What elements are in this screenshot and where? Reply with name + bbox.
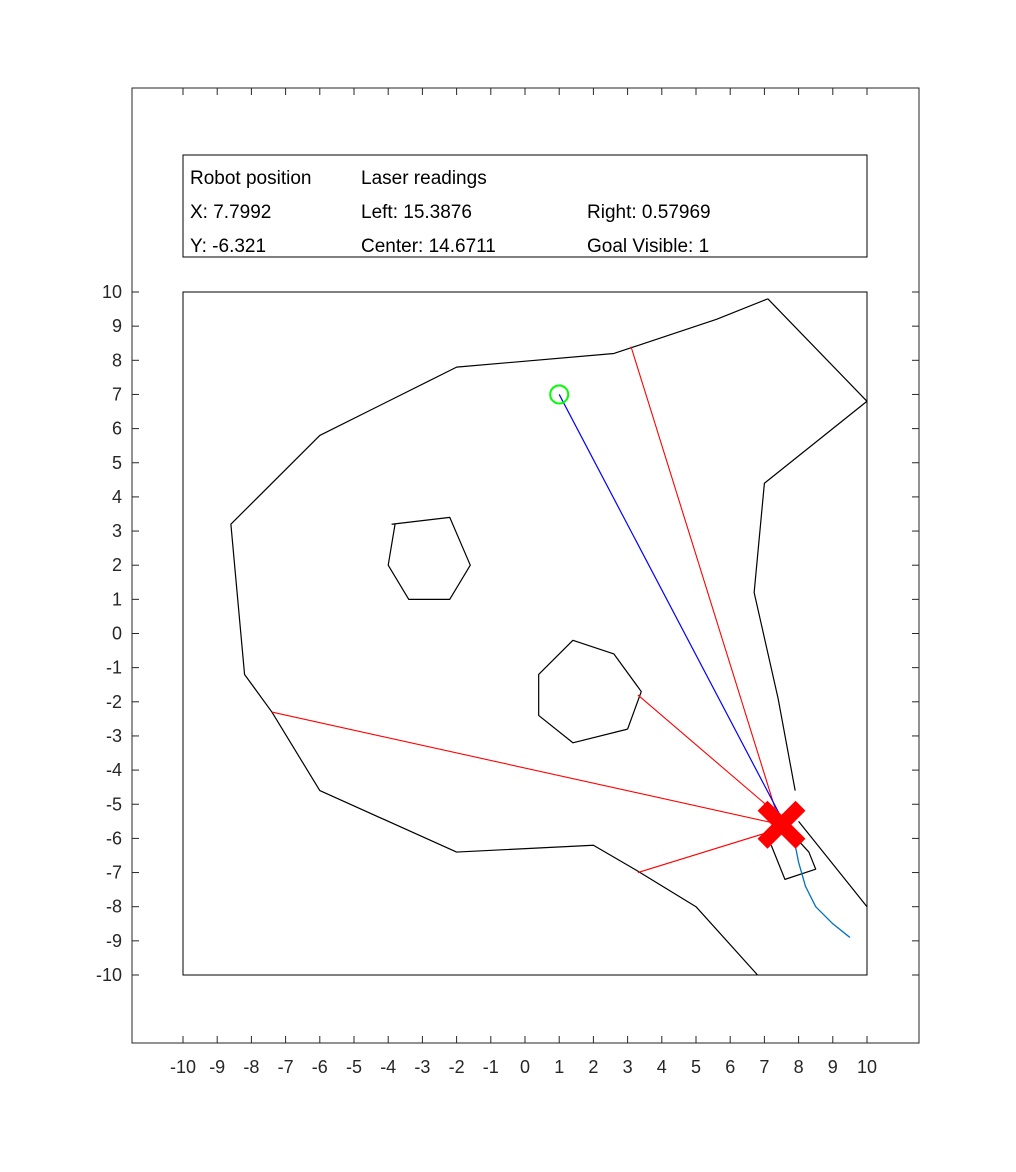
x-tick-label: 8 — [794, 1057, 804, 1077]
x-tick-label: 6 — [725, 1057, 735, 1077]
y-tick-label: -6 — [106, 828, 122, 848]
obstacle-2 — [538, 639, 642, 744]
x-tick-label: -1 — [483, 1057, 499, 1077]
y-tick-label: -10 — [96, 965, 122, 985]
laser-ray-3 — [637, 694, 782, 819]
x-tick-label: -4 — [380, 1057, 396, 1077]
arena-boundary — [182, 291, 868, 976]
x-tick-label: 2 — [588, 1057, 598, 1077]
y-tick-label: 3 — [112, 521, 122, 541]
x-tick-label: 7 — [759, 1057, 769, 1077]
laser-left-readout: Left: 15.3876 — [361, 202, 472, 223]
laser-ray-4 — [637, 827, 782, 874]
x-tick-label: 10 — [857, 1057, 877, 1077]
x-tick-label: 1 — [554, 1057, 564, 1077]
goal-ray — [558, 394, 783, 819]
info-panel: Robot position Laser readings X: 7.7992 … — [182, 154, 868, 258]
laser-readings-label: Laser readings — [361, 168, 487, 189]
y-tick-label: 9 — [112, 316, 122, 336]
goal-visible-readout: Goal Visible: 1 — [587, 236, 709, 257]
y-tick-label: -8 — [106, 897, 122, 917]
robot-y-readout: Y: -6.321 — [190, 236, 266, 257]
x-tick-label: 5 — [691, 1057, 701, 1077]
laser-right-readout: Right: 0.57969 — [587, 202, 711, 223]
y-tick-label: 8 — [112, 350, 122, 370]
environment-wall-left — [230, 298, 769, 976]
x-tick-label: -9 — [209, 1057, 225, 1077]
y-tick-label: 5 — [112, 453, 122, 473]
environment-wall-right — [753, 298, 868, 791]
robot-path — [791, 828, 851, 938]
y-tick-label: -7 — [106, 863, 122, 883]
robot-position-label: Robot position — [190, 168, 311, 189]
y-tick-label: 6 — [112, 419, 122, 439]
y-tick-label: -5 — [106, 794, 122, 814]
y-tick-label: 2 — [112, 555, 122, 575]
obstacle-1 — [387, 516, 471, 600]
y-tick-label: -4 — [106, 760, 122, 780]
robot-marker-stroke-2 — [757, 800, 806, 849]
y-tick-label: -1 — [106, 658, 122, 678]
x-tick-label: 4 — [657, 1057, 667, 1077]
x-tick-label: -6 — [312, 1057, 328, 1077]
y-tick-label: -9 — [106, 931, 122, 951]
laser-ray-1 — [630, 346, 779, 819]
laser-ray-2 — [271, 711, 782, 826]
laser-center-readout: Center: 14.6711 — [361, 236, 496, 257]
robot-x-readout: X: 7.7992 — [190, 202, 271, 223]
x-tick-label: -3 — [414, 1057, 430, 1077]
x-tick-label: -8 — [243, 1057, 259, 1077]
x-tick-label: -10 — [170, 1057, 196, 1077]
x-tick-label: 0 — [520, 1057, 530, 1077]
y-tick-label: 7 — [112, 384, 122, 404]
info-panel-box — [182, 154, 868, 258]
goal-marker — [549, 384, 570, 405]
robot-marker — [757, 800, 806, 849]
environment-wall-right-lower — [798, 820, 868, 908]
x-tick-label: -5 — [346, 1057, 362, 1077]
x-tick-label: -7 — [278, 1057, 294, 1077]
axis-ticks: -10 -9 -8 -7 -6 -5 -4 -3 -2 -1 0 1 2 3 4 5 6 7 8 9 101098765… — [96, 88, 919, 1077]
x-tick-label: -2 — [449, 1057, 465, 1077]
chart-marks — [182, 291, 868, 976]
y-tick-label: 4 — [112, 487, 122, 507]
y-tick-label: 1 — [112, 589, 122, 609]
y-tick-label: 0 — [112, 624, 122, 644]
x-tick-label: 3 — [623, 1057, 633, 1077]
y-tick-label: -3 — [106, 726, 122, 746]
x-tick-label: 9 — [828, 1057, 838, 1077]
y-tick-label: 10 — [102, 282, 122, 302]
y-tick-label: -2 — [106, 692, 122, 712]
